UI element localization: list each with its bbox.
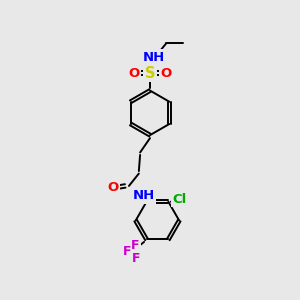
Text: F: F — [132, 251, 141, 265]
Text: F: F — [122, 245, 131, 258]
Text: F: F — [131, 239, 140, 252]
Text: NH: NH — [133, 189, 155, 202]
Text: Cl: Cl — [172, 193, 187, 206]
Text: O: O — [128, 67, 140, 80]
Text: NH: NH — [142, 51, 165, 64]
Text: S: S — [145, 66, 155, 81]
Text: O: O — [160, 67, 172, 80]
Text: O: O — [107, 181, 118, 194]
